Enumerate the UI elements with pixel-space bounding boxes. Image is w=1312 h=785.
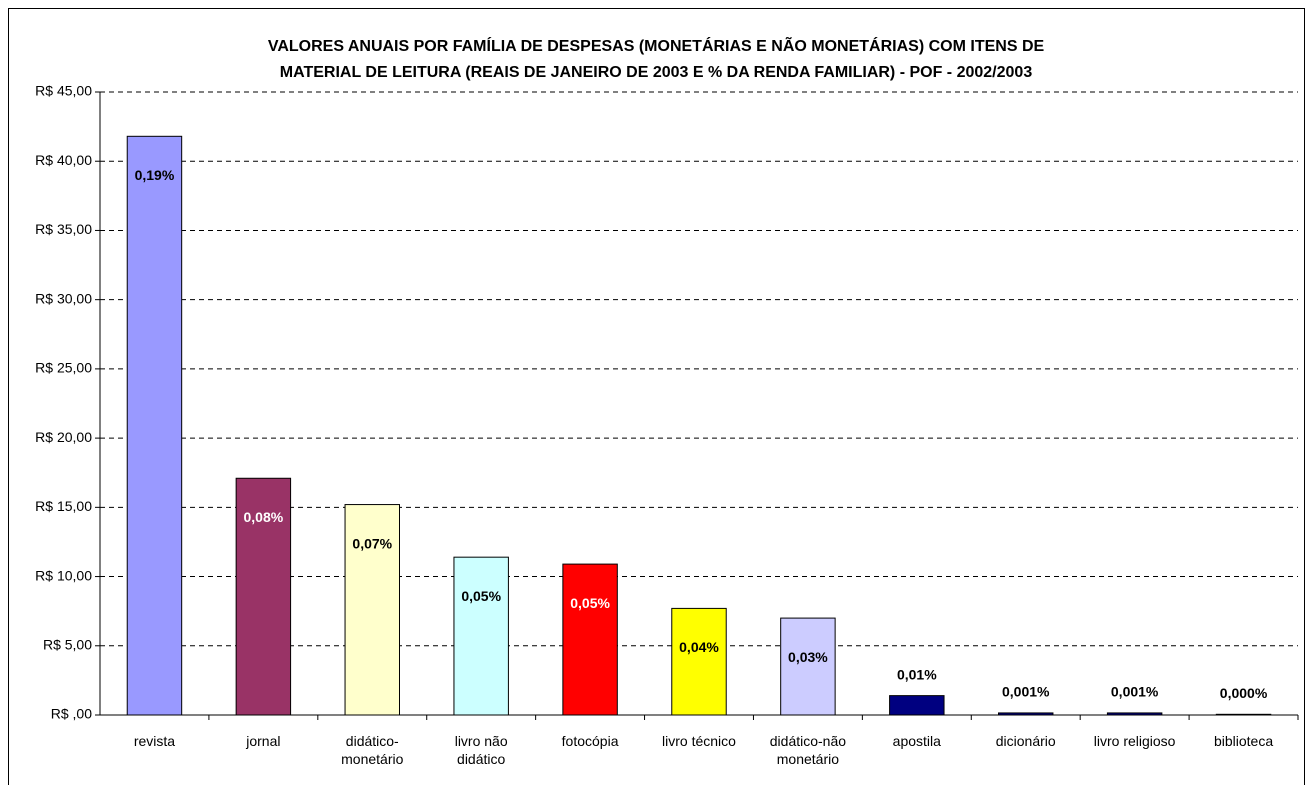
x-tick-label: apostila (892, 733, 941, 749)
data-label: 0,19% (135, 167, 175, 183)
bar (562, 563, 618, 716)
y-tick-label: R$ 20,00 (35, 429, 92, 445)
chart-title: VALORES ANUAIS POR FAMÍLIA DE DESPESAS (… (267, 38, 1045, 81)
x-tick-label: dicionário (995, 733, 1056, 749)
data-label: 0,000% (1220, 685, 1268, 701)
data-label: 0,05% (570, 595, 610, 611)
x-tick-label: jornal (246, 733, 281, 749)
bar (344, 504, 400, 716)
data-label: 0,07% (352, 535, 392, 551)
y-tick-label: R$ 25,00 (35, 360, 92, 376)
y-tick-label: R$ 10,00 (35, 567, 92, 583)
x-tick-label: biblioteca (1213, 733, 1274, 749)
data-label: 0,08% (244, 509, 284, 525)
y-tick-label: R$ 35,00 (35, 221, 92, 237)
y-tick-label: R$ 30,00 (35, 290, 92, 306)
bar (1106, 712, 1163, 716)
x-tick-label: livro religioso (1093, 733, 1176, 749)
data-label: 0,04% (679, 639, 719, 655)
x-tick-label: didático- monetário (341, 733, 404, 767)
data-label: 0,05% (461, 588, 501, 604)
y-tick-label: R$ ,00 (51, 706, 92, 722)
x-tick-label: revista (133, 733, 176, 749)
data-label: 0,03% (788, 649, 828, 665)
y-tick-label: R$ 15,00 (35, 498, 92, 514)
x-tick-label: didático-não monetário (769, 733, 847, 767)
x-tick-label: fotocópia (561, 733, 619, 749)
bar (126, 135, 183, 716)
bar (889, 695, 945, 716)
data-label: 0,01% (897, 666, 937, 682)
bar (1215, 713, 1272, 716)
y-tick-label: R$ 5,00 (43, 636, 92, 652)
bar (780, 617, 836, 716)
bar (235, 477, 292, 716)
y-tick-label: R$ 40,00 (35, 152, 92, 168)
data-label: 0,001% (1002, 684, 1050, 700)
bar (453, 556, 509, 716)
x-tick-label: livro técnico (662, 733, 736, 749)
data-label: 0,001% (1111, 684, 1159, 700)
bar (998, 712, 1054, 716)
chart-frame (8, 8, 1305, 785)
x-tick-label: livro não didático (454, 733, 508, 767)
bar (671, 607, 727, 716)
y-tick-label: R$ 45,00 (35, 83, 92, 99)
